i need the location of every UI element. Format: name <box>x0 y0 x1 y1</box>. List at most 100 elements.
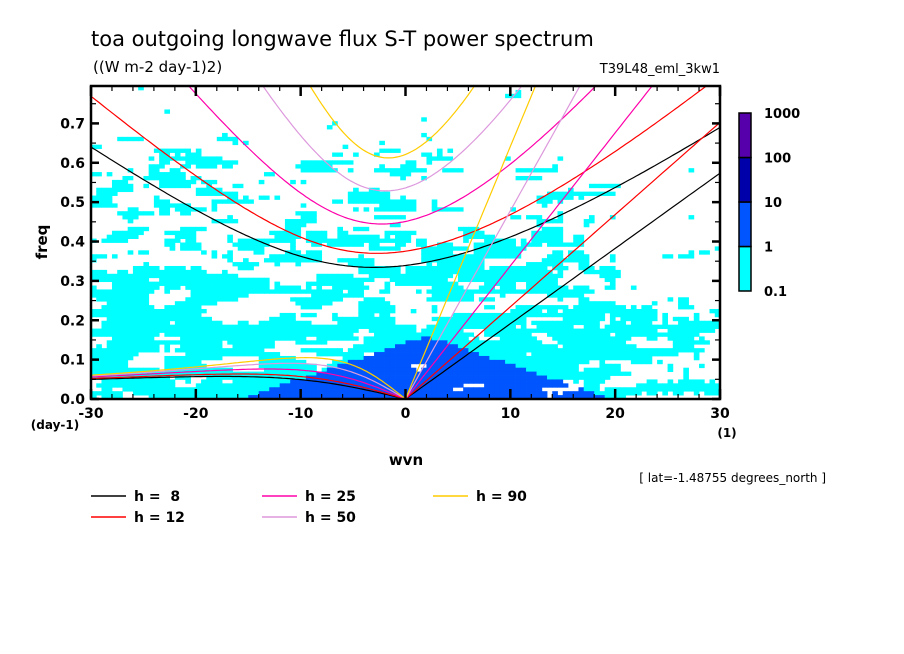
contour-cell-0.1-1 <box>389 305 396 310</box>
contour-cell-0.1-1 <box>704 387 710 392</box>
contour-cell-0.1-1 <box>583 262 590 267</box>
contour-cell-0.1-1 <box>153 344 160 349</box>
contour-cell-0.1-1 <box>699 336 705 341</box>
contour-cell-0.1-1 <box>520 316 527 322</box>
contour-cell-0.1-1 <box>263 238 270 243</box>
contour-cell-1-10 <box>494 383 501 388</box>
contour-cell-0.1-1 <box>117 269 123 275</box>
contour-cell-0.1-1 <box>547 168 553 173</box>
contour-cell-0.1-1 <box>426 297 433 302</box>
contour-cell-0.1-1 <box>143 336 150 341</box>
contour-cell-0.1-1 <box>337 273 343 279</box>
contour-cell-0.1-1 <box>615 332 621 337</box>
contour-cell-0.1-1 <box>211 324 218 329</box>
contour-cell-0.1-1 <box>489 273 496 279</box>
contour-cell-0.1-1 <box>122 301 129 306</box>
contour-cell-1-10 <box>473 355 480 361</box>
contour-cell-1-10 <box>311 391 317 396</box>
contour-cell-0.1-1 <box>106 367 113 373</box>
contour-cell-0.1-1 <box>368 316 375 322</box>
contour-cell-0.1-1 <box>604 305 611 310</box>
contour-cell-0.1-1 <box>457 262 464 267</box>
contour-cell-0.1-1 <box>363 316 370 322</box>
contour-cell-0.1-1 <box>222 293 228 298</box>
contour-cell-0.1-1 <box>609 277 616 283</box>
contour-cell-0.1-1 <box>400 168 406 173</box>
kelvin-curve-h50 <box>404 86 581 399</box>
contour-cell-0.1-1 <box>678 391 684 396</box>
contour-cell-0.1-1 <box>714 246 721 251</box>
contour-cell-0.1-1 <box>347 262 354 267</box>
contour-cell-1-10 <box>562 383 569 388</box>
contour-cell-0.1-1 <box>379 305 385 310</box>
contour-cell-1-10 <box>489 367 496 373</box>
contour-cell-0.1-1 <box>190 285 197 290</box>
contour-cell-0.1-1 <box>180 332 186 337</box>
contour-cell-0.1-1 <box>305 254 312 259</box>
contour-cell-0.1-1 <box>263 277 270 283</box>
contour-cell-1-10 <box>463 367 469 373</box>
contour-cell-0.1-1 <box>185 230 191 236</box>
contour-cell-1-10 <box>578 387 585 392</box>
contour-cell-0.1-1 <box>164 324 171 329</box>
contour-cell-0.1-1 <box>174 234 181 239</box>
contour-cell-0.1-1 <box>379 199 385 204</box>
contour-cell-0.1-1 <box>562 265 569 271</box>
contour-cell-0.1-1 <box>148 383 155 388</box>
contour-cell-1-10 <box>515 383 522 388</box>
contour-cell-1-10 <box>405 379 412 384</box>
contour-cell-0.1-1 <box>295 164 302 169</box>
contour-cell-0.1-1 <box>421 332 427 337</box>
contour-cell-1-10 <box>557 379 564 384</box>
contour-cell-0.1-1 <box>473 242 480 247</box>
contour-cell-0.1-1 <box>389 207 396 212</box>
contour-cell-0.1-1 <box>541 265 548 271</box>
contour-cell-0.1-1 <box>127 234 134 239</box>
contour-cell-0.1-1 <box>227 293 233 298</box>
contour-cell-0.1-1 <box>389 203 396 208</box>
contour-cell-0.1-1 <box>263 281 270 286</box>
contour-cell-0.1-1 <box>436 277 443 283</box>
contour-cell-0.1-1 <box>384 344 391 349</box>
contour-cell-0.1-1 <box>499 277 506 283</box>
contour-cell-1-10 <box>389 371 396 376</box>
contour-cell-1-10 <box>452 379 459 384</box>
contour-cell-0.1-1 <box>263 195 270 200</box>
contour-cell-0.1-1 <box>515 355 522 361</box>
contour-cell-0.1-1 <box>305 301 312 306</box>
contour-cell-0.1-1 <box>478 348 485 353</box>
contour-cell-0.1-1 <box>609 285 616 290</box>
contour-cell-0.1-1 <box>510 246 516 251</box>
contour-cell-0.1-1 <box>547 277 553 283</box>
contour-cell-0.1-1 <box>615 395 621 400</box>
contour-cell-0.1-1 <box>148 320 155 326</box>
contour-cell-0.1-1 <box>353 293 359 298</box>
contour-cell-0.1-1 <box>127 273 134 279</box>
contour-cell-0.1-1 <box>541 168 548 173</box>
contour-cell-0.1-1 <box>499 316 506 322</box>
contour-cell-0.1-1 <box>101 324 108 329</box>
contour-cell-1-10 <box>384 379 391 384</box>
contour-cell-0.1-1 <box>274 230 281 236</box>
contour-cell-0.1-1 <box>180 363 186 369</box>
contour-cell-0.1-1 <box>374 348 380 353</box>
contour-cell-0.1-1 <box>494 250 501 255</box>
contour-cell-0.1-1 <box>269 238 275 243</box>
contour-cell-1-10 <box>442 391 448 396</box>
contour-cell-0.1-1 <box>578 285 585 290</box>
contour-cell-0.1-1 <box>174 316 181 322</box>
contour-cell-0.1-1 <box>604 277 611 283</box>
contour-cell-0.1-1 <box>452 254 459 259</box>
contour-cell-0.1-1 <box>646 355 653 361</box>
contour-cell-1-10 <box>447 395 454 400</box>
contour-cell-0.1-1 <box>457 277 464 283</box>
contour-cell-0.1-1 <box>127 136 134 142</box>
contour-cell-0.1-1 <box>164 309 171 314</box>
contour-cell-0.1-1 <box>190 273 197 279</box>
contour-cell-0.1-1 <box>342 293 349 298</box>
power-spectrum-field <box>91 86 721 400</box>
contour-cell-0.1-1 <box>389 222 396 228</box>
contour-cell-0.1-1 <box>180 203 186 208</box>
contour-cell-1-10 <box>436 383 443 388</box>
contour-cell-0.1-1 <box>180 391 186 396</box>
